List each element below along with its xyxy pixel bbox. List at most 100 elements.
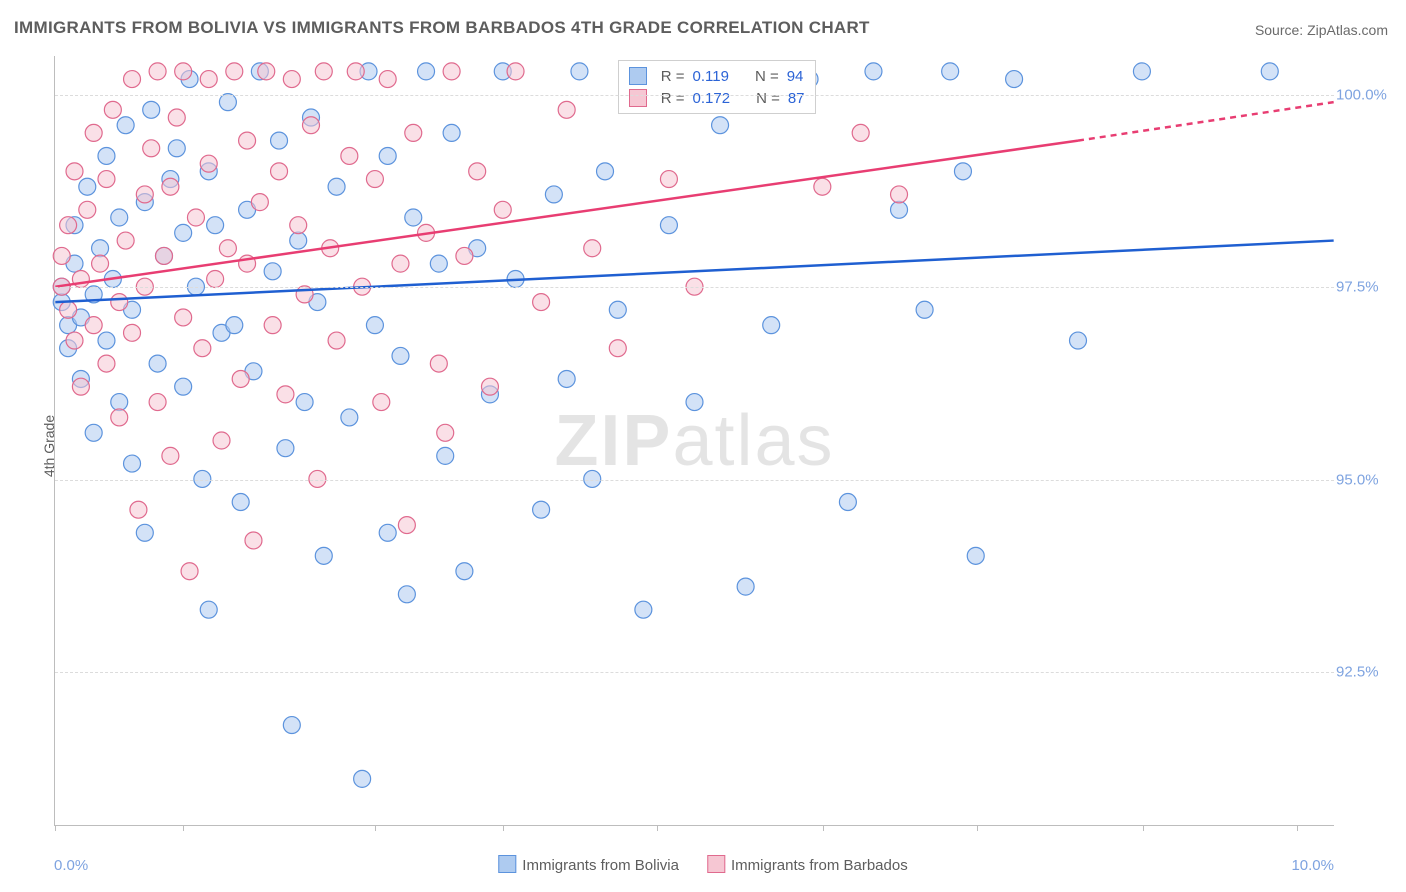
n-value: 87 [788, 90, 805, 107]
scatter-point [609, 301, 626, 318]
scatter-point [392, 347, 409, 364]
x-axis-max-label: 10.0% [1291, 857, 1334, 874]
page-title: IMMIGRANTS FROM BOLIVIA VS IMMIGRANTS FR… [14, 18, 870, 38]
scatter-point [916, 301, 933, 318]
scatter-point [686, 394, 703, 411]
scatter-point [379, 524, 396, 541]
scatter-point [392, 255, 409, 272]
scatter-point [469, 163, 486, 180]
scatter-point [111, 294, 128, 311]
scatter-point [92, 255, 109, 272]
scatter-point [891, 201, 908, 218]
scatter-point [187, 209, 204, 226]
scatter-point [85, 124, 102, 141]
scatter-point [379, 147, 396, 164]
scatter-point [98, 147, 115, 164]
x-tick [503, 825, 504, 831]
scatter-point [175, 224, 192, 241]
scatter-point [584, 240, 601, 257]
scatter-point [373, 394, 390, 411]
scatter-svg [55, 56, 1334, 825]
scatter-point [111, 394, 128, 411]
scatter-point [283, 71, 300, 88]
y-gridline [55, 480, 1334, 481]
scatter-point [296, 286, 313, 303]
scatter-point [175, 63, 192, 80]
scatter-point [98, 171, 115, 188]
y-gridline [55, 287, 1334, 288]
scatter-point [200, 155, 217, 172]
y-tick-label: 95.0% [1336, 471, 1396, 488]
scatter-point [181, 563, 198, 580]
scatter-point [85, 424, 102, 441]
scatter-point [168, 140, 185, 157]
scatter-point [839, 494, 856, 511]
scatter-point [111, 409, 128, 426]
scatter-point [405, 124, 422, 141]
scatter-point [609, 340, 626, 357]
scatter-point [1261, 63, 1278, 80]
scatter-point [315, 63, 332, 80]
x-axis-min-label: 0.0% [54, 857, 88, 874]
scatter-point [277, 386, 294, 403]
scatter-point [72, 378, 89, 395]
scatter-point [149, 394, 166, 411]
legend-swatch [707, 855, 725, 873]
scatter-point [341, 147, 358, 164]
scatter-point [1006, 71, 1023, 88]
scatter-point [92, 240, 109, 257]
scatter-point [143, 140, 160, 157]
scatter-point [162, 447, 179, 464]
scatter-point [571, 63, 588, 80]
scatter-point [341, 409, 358, 426]
scatter-point [136, 524, 153, 541]
x-tick [657, 825, 658, 831]
scatter-point [430, 255, 447, 272]
scatter-point [737, 578, 754, 595]
scatter-point [437, 447, 454, 464]
scatter-point [245, 532, 262, 549]
scatter-point [597, 163, 614, 180]
scatter-point [149, 63, 166, 80]
scatter-point [207, 217, 224, 234]
legend-item: Immigrants from Bolivia [498, 855, 679, 874]
scatter-point [315, 547, 332, 564]
x-tick [823, 825, 824, 831]
scatter-point [200, 601, 217, 618]
x-tick [183, 825, 184, 831]
scatter-point [271, 163, 288, 180]
scatter-point [232, 370, 249, 387]
scatter-point [143, 101, 160, 118]
scatter-point [494, 201, 511, 218]
n-label: N = [755, 68, 779, 85]
scatter-point [219, 240, 236, 257]
scatter-point [53, 247, 70, 264]
scatter-point [430, 355, 447, 372]
scatter-point [967, 547, 984, 564]
scatter-point [117, 232, 134, 249]
y-tick-label: 97.5% [1336, 279, 1396, 296]
scatter-point [111, 209, 128, 226]
scatter-point [558, 370, 575, 387]
source-credit: Source: ZipAtlas.com [1255, 22, 1388, 38]
x-tick [1297, 825, 1298, 831]
scatter-point [156, 247, 173, 264]
scatter-point [66, 163, 83, 180]
scatter-point [1133, 63, 1150, 80]
scatter-point [124, 455, 141, 472]
scatter-point [366, 317, 383, 334]
y-gridline [55, 672, 1334, 673]
legend-label: Immigrants from Bolivia [522, 857, 679, 874]
scatter-point [117, 117, 134, 134]
n-label: N = [756, 90, 780, 107]
r-label: R = [661, 68, 685, 85]
scatter-point [207, 271, 224, 288]
scatter-point [79, 178, 96, 195]
scatter-point [398, 517, 415, 534]
trend-line-extrapolated [1078, 102, 1334, 140]
scatter-point [290, 217, 307, 234]
scatter-point [85, 317, 102, 334]
scatter-point [124, 324, 141, 341]
r-value: 0.119 [693, 68, 729, 85]
scatter-point [456, 563, 473, 580]
